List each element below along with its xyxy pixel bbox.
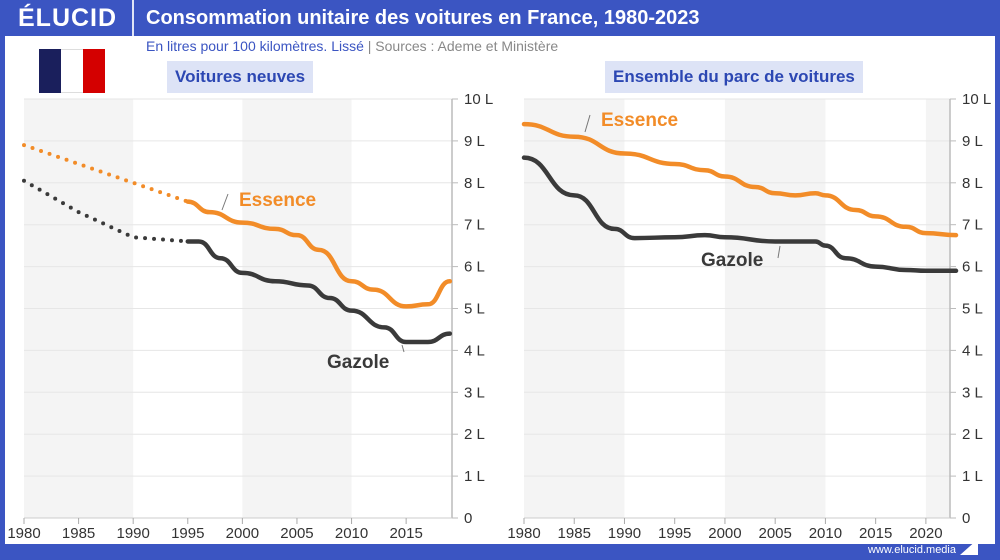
x-tick-label: 1985 <box>62 525 95 542</box>
essence-line <box>521 121 959 238</box>
subtitle: En litres pour 100 kilomètres. Lissé | S… <box>146 38 558 54</box>
x-tick-label: 1990 <box>608 525 641 542</box>
y-tick-label: 10 L <box>464 91 493 108</box>
x-tick-label: 1980 <box>507 525 540 542</box>
x-tick-label: 2005 <box>280 525 313 542</box>
y-tick-label: 10 L <box>962 91 991 108</box>
essence-dotted-line <box>22 143 190 204</box>
x-tick-label: 2010 <box>335 525 368 542</box>
essence-label: Essence <box>239 190 316 211</box>
y-tick-label: 5 L <box>464 301 485 318</box>
y-tick-label: 4 L <box>464 342 485 359</box>
label-leader <box>777 245 781 259</box>
x-tick-label: 2000 <box>708 525 741 542</box>
subtitle-note: En litres pour 100 kilomètres. Lissé <box>146 38 364 54</box>
x-tick-label: 2000 <box>226 525 259 542</box>
y-tick-label: 1 L <box>464 468 485 485</box>
x-tick-label: 1995 <box>658 525 691 542</box>
y-tick-label: 9 L <box>464 133 485 150</box>
chart-panel <box>5 36 995 544</box>
y-tick-label: 5 L <box>962 301 983 318</box>
essence-label: Essence <box>601 110 678 131</box>
x-tick-label: 1980 <box>7 525 40 542</box>
y-tick-label: 2 L <box>464 426 485 443</box>
chart-1: 0 1 L 2 L 3 L 4 L 5 L 6 L 7 L 8 L 9 L 10 L 1980 1985… <box>507 91 991 542</box>
y-tick-label: 3 L <box>464 384 485 401</box>
chart-title: Consommation unitaire des voitures en Fr… <box>146 7 700 29</box>
france-flag-icon <box>39 49 105 93</box>
y-tick-label: 6 L <box>464 259 485 276</box>
panel-title-new-cars: Voitures neuves <box>167 61 314 93</box>
subtitle-separator: | <box>367 38 372 54</box>
x-tick-label: 2020 <box>909 525 942 542</box>
essence-line <box>185 199 453 309</box>
x-tick-label: 2015 <box>389 525 422 542</box>
gazole-label: Gazole <box>701 250 763 271</box>
gazole-line <box>521 155 959 274</box>
x-tick-label: 2005 <box>758 525 791 542</box>
brand-corner-icon <box>960 539 978 555</box>
y-tick-label: 3 L <box>962 384 983 401</box>
x-tick-label: 1985 <box>558 525 591 542</box>
gazole-line <box>185 239 453 345</box>
x-tick-label: 1995 <box>171 525 204 542</box>
y-tick-label: 7 L <box>962 217 983 234</box>
label-leader <box>584 114 591 133</box>
gazole-label: Gazole <box>327 352 389 373</box>
x-tick-label: 2015 <box>859 525 892 542</box>
chart-0: 0 1 L 2 L 3 L 4 L 5 L 6 L 7 L 8 L 9 L 10 L 1980 1985… <box>7 91 493 542</box>
footer-url[interactable]: www.elucid.media <box>867 544 956 556</box>
y-tick-label: 0 <box>962 510 970 527</box>
y-tick-label: 4 L <box>962 342 983 359</box>
y-tick-label: 0 <box>464 510 472 527</box>
y-tick-label: 1 L <box>962 468 983 485</box>
x-tick-label: 1990 <box>116 525 149 542</box>
x-tick-label: 2010 <box>809 525 842 542</box>
y-tick-label: 8 L <box>464 175 485 192</box>
header: ÉLUCID Consommation unitaire des voiture… <box>0 0 1000 36</box>
header-divider <box>132 0 134 36</box>
panel-title-fleet: Ensemble du parc de voitures <box>605 61 863 93</box>
y-tick-label: 7 L <box>464 217 485 234</box>
y-tick-label: 2 L <box>962 426 983 443</box>
label-leader <box>401 344 405 353</box>
y-tick-label: 9 L <box>962 133 983 150</box>
y-tick-label: 6 L <box>962 259 983 276</box>
logo: ÉLUCID <box>18 4 118 32</box>
subtitle-sources: Sources : Ademe et Ministère <box>375 38 559 54</box>
label-leader <box>221 193 229 211</box>
y-tick-label: 8 L <box>962 175 983 192</box>
